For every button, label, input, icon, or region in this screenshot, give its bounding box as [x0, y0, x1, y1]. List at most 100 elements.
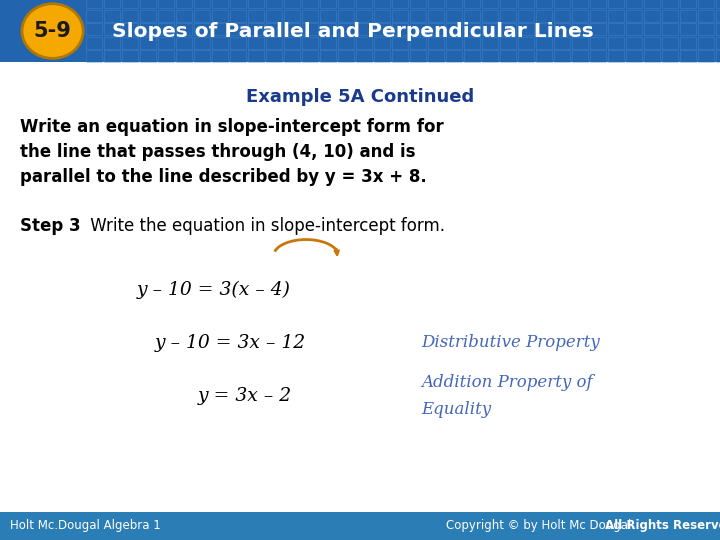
Bar: [374, 10, 390, 22]
Bar: [410, 50, 426, 62]
Bar: [464, 0, 480, 8]
Bar: [464, 10, 480, 22]
Bar: [320, 50, 336, 62]
Bar: [86, 50, 102, 62]
Bar: [680, 23, 696, 35]
Bar: [284, 10, 300, 22]
Bar: [230, 10, 246, 22]
Bar: [482, 23, 498, 35]
Bar: [500, 50, 516, 62]
Bar: [338, 0, 354, 8]
Bar: [302, 50, 318, 62]
Bar: [572, 50, 588, 62]
Bar: [320, 0, 336, 8]
Bar: [410, 23, 426, 35]
Bar: [392, 37, 408, 49]
Bar: [158, 23, 174, 35]
Bar: [122, 23, 138, 35]
Bar: [518, 50, 534, 62]
Bar: [356, 37, 372, 49]
Bar: [338, 50, 354, 62]
Bar: [554, 23, 570, 35]
Bar: [464, 37, 480, 49]
Bar: [572, 10, 588, 22]
Bar: [104, 0, 120, 8]
Bar: [86, 23, 102, 35]
Bar: [626, 0, 642, 8]
Bar: [302, 37, 318, 49]
Bar: [410, 37, 426, 49]
Bar: [500, 10, 516, 22]
Bar: [338, 10, 354, 22]
Bar: [194, 37, 210, 49]
Bar: [554, 0, 570, 8]
Text: Distributive Property: Distributive Property: [421, 334, 600, 351]
Bar: [464, 50, 480, 62]
Bar: [554, 10, 570, 22]
Bar: [446, 37, 462, 49]
Bar: [176, 0, 192, 8]
Bar: [104, 23, 120, 35]
Bar: [644, 37, 660, 49]
Bar: [716, 10, 720, 22]
Bar: [428, 23, 444, 35]
Bar: [86, 10, 102, 22]
Text: Step 3: Step 3: [20, 217, 81, 235]
Bar: [644, 10, 660, 22]
Bar: [122, 0, 138, 8]
Bar: [140, 37, 156, 49]
Bar: [104, 50, 120, 62]
Bar: [212, 37, 228, 49]
Bar: [518, 0, 534, 8]
Bar: [518, 10, 534, 22]
Bar: [248, 23, 264, 35]
Bar: [140, 50, 156, 62]
Text: Equality: Equality: [421, 401, 491, 417]
Text: All Rights Reserved.: All Rights Reserved.: [601, 519, 720, 532]
Bar: [680, 10, 696, 22]
Bar: [482, 10, 498, 22]
Bar: [590, 0, 606, 8]
Bar: [428, 50, 444, 62]
Bar: [554, 37, 570, 49]
Bar: [518, 23, 534, 35]
Bar: [104, 10, 120, 22]
Text: y = 3x – 2: y = 3x – 2: [198, 387, 292, 404]
Bar: [248, 0, 264, 8]
Bar: [680, 0, 696, 8]
Bar: [590, 23, 606, 35]
Bar: [662, 50, 678, 62]
Bar: [176, 37, 192, 49]
Text: Slopes of Parallel and Perpendicular Lines: Slopes of Parallel and Perpendicular Lin…: [112, 22, 593, 40]
Bar: [518, 37, 534, 49]
Bar: [374, 37, 390, 49]
Bar: [320, 37, 336, 49]
Bar: [428, 10, 444, 22]
Bar: [338, 37, 354, 49]
Bar: [320, 23, 336, 35]
Bar: [248, 50, 264, 62]
Bar: [302, 0, 318, 8]
Bar: [590, 10, 606, 22]
Bar: [500, 0, 516, 8]
Bar: [482, 0, 498, 8]
Bar: [284, 37, 300, 49]
Bar: [266, 10, 282, 22]
Bar: [194, 50, 210, 62]
Bar: [446, 23, 462, 35]
Bar: [392, 10, 408, 22]
Bar: [392, 50, 408, 62]
Bar: [0, 0, 720, 62]
Bar: [608, 10, 624, 22]
Bar: [284, 0, 300, 8]
Bar: [302, 10, 318, 22]
Bar: [590, 37, 606, 49]
Bar: [536, 37, 552, 49]
Text: Write an equation in slope-intercept form for: Write an equation in slope-intercept for…: [20, 118, 444, 136]
Bar: [590, 50, 606, 62]
Text: Addition Property of: Addition Property of: [421, 374, 593, 390]
Bar: [554, 50, 570, 62]
Bar: [716, 23, 720, 35]
Bar: [374, 23, 390, 35]
Bar: [302, 23, 318, 35]
